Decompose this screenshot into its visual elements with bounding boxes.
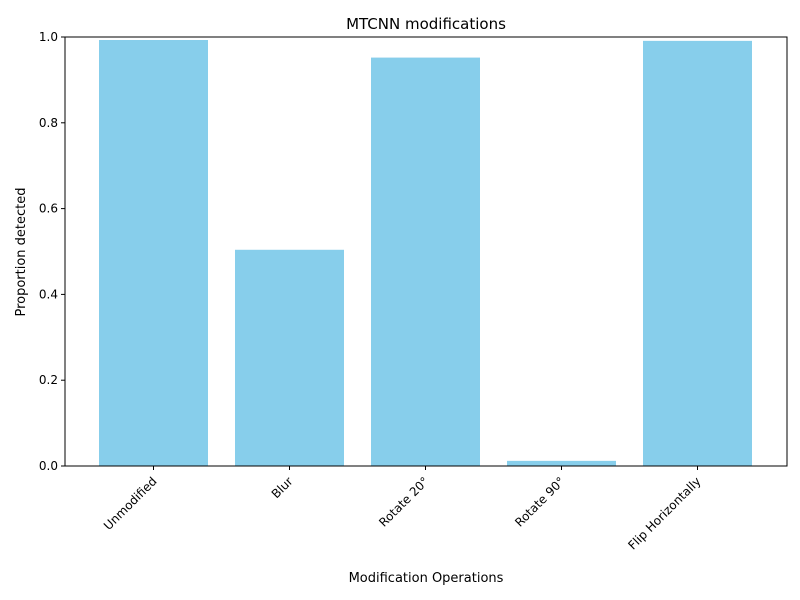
bar [99, 40, 208, 467]
y-axis-label: Proportion detected [14, 187, 29, 316]
x-tick-label: Flip Horizontally [625, 474, 703, 552]
y-tick-label: 0.4 [39, 287, 58, 301]
y-tick-label: 0.0 [39, 459, 58, 473]
x-axis-label: Modification Operations [349, 571, 504, 586]
x-tick-label: Blur [269, 474, 296, 501]
y-tick-label: 0.2 [39, 373, 58, 387]
chart-title: MTCNN modifications [346, 15, 506, 33]
y-tick-label: 0.8 [39, 116, 58, 130]
x-tick-label: Unmodified [101, 474, 160, 533]
x-tick-label: Rotate 90° [512, 474, 567, 529]
x-axis: Unmodified Blur Rotate 20° Rotate 90° Flip H… [101, 466, 704, 553]
bar [371, 57, 480, 466]
x-tick-label: Rotate 20° [376, 474, 431, 529]
bar [507, 460, 616, 466]
plot-frame [64, 36, 788, 467]
bars-group [99, 40, 752, 467]
y-axis: 0.0 0.2 0.4 0.6 0.8 1.0 [39, 30, 65, 473]
bar [643, 40, 752, 467]
bar [235, 249, 344, 466]
y-tick-label: 0.6 [39, 202, 58, 216]
y-tick-label: 1.0 [39, 30, 58, 44]
